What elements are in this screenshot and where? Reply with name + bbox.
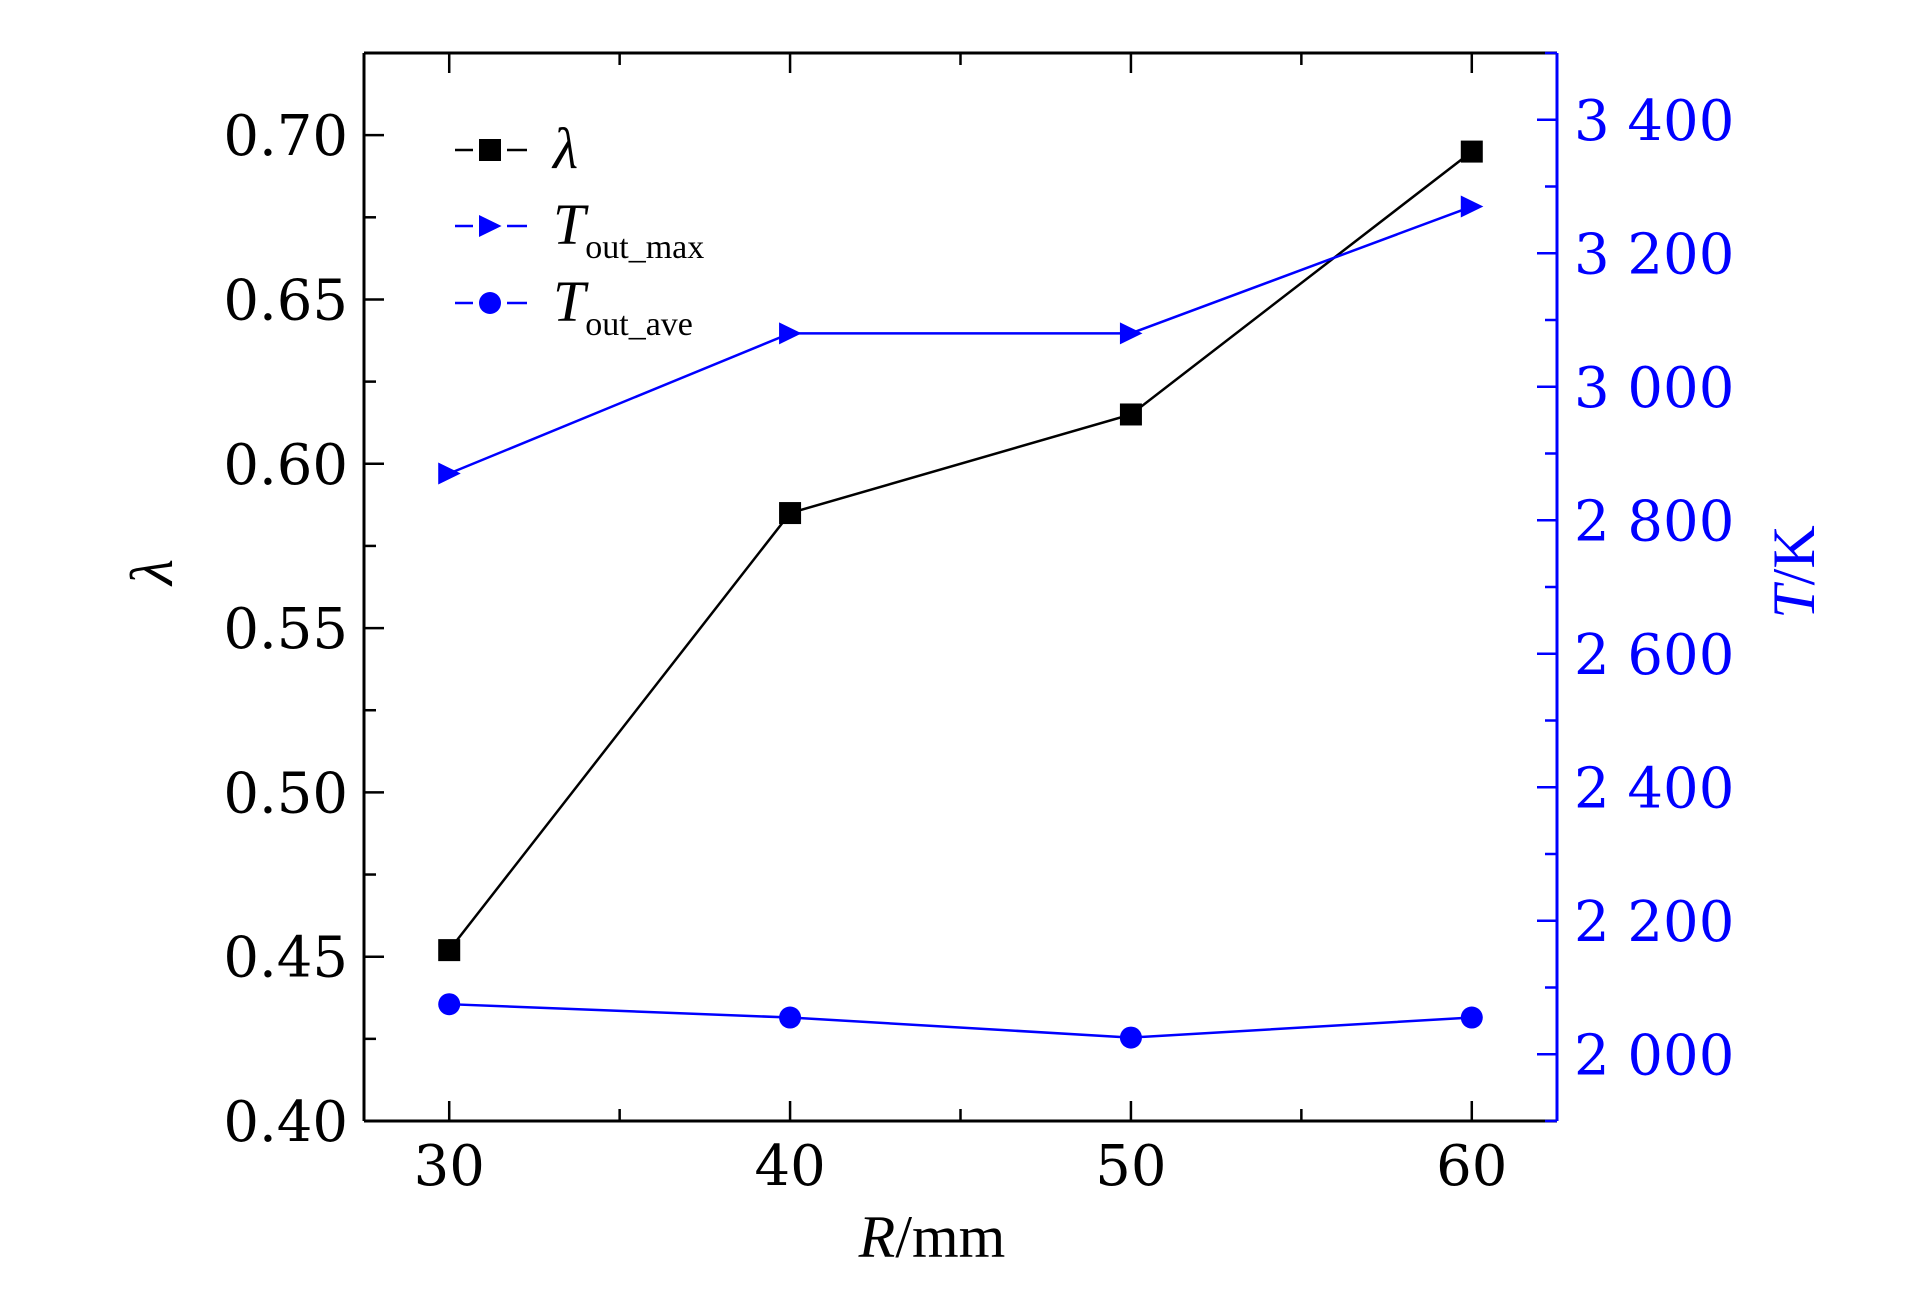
data-point-marker [779,1006,802,1029]
left-y-tick-label: 0.50 [223,761,348,826]
data-point-marker [1460,195,1484,218]
legend-label: Tout_max [553,192,704,266]
right-y-tick-label: 3 200 [1574,222,1734,287]
data-point-marker [438,939,461,962]
left-y-tick-label: 0.60 [223,433,348,498]
x-tick-label: 30 [414,1134,485,1199]
x-tick-label: 60 [1436,1134,1507,1199]
legend-label-subscript: out_max [585,229,704,266]
series-line [449,1002,1472,1039]
x-axis-title-unit: /mm [895,1204,1005,1270]
legend-label-main: λ [551,116,578,181]
left-y-axis: 0.40 0.45 0.50 0.55 0.60 0.65 0.70 [223,51,384,1155]
legend-marker [479,139,501,161]
legend-marker [479,215,502,237]
left-y-tick-label: 0.55 [223,597,348,662]
legend-label: Tout_ave [553,269,693,343]
right-y-axis-title-unit: /K [1761,525,1827,585]
series-layer [438,140,1484,1049]
left-y-tick-label: 0.40 [223,1090,348,1155]
left-y-tick-label: 0.70 [223,104,348,169]
x-axis-title-main: R [858,1204,896,1270]
x-tick-label: 50 [1095,1134,1166,1199]
x-axis: 30 40 50 60 [414,53,1507,1199]
right-y-axis-title: T/K [1761,525,1827,618]
legend-label-main: T [553,192,589,257]
legend-label: λ [551,116,578,181]
right-y-tick-label: 2 000 [1574,1023,1734,1088]
data-point-marker [779,322,802,345]
data-point-marker [1119,403,1142,426]
left-y-tick-label: 0.65 [223,268,348,333]
right-y-axis-title-main: T [1761,582,1827,619]
data-point-marker [1119,322,1143,345]
data-point-marker [438,993,461,1016]
x-tick-label: 40 [754,1134,825,1199]
data-point-marker [1460,140,1483,163]
legend-label-main: T [553,269,589,334]
legend-label-subscript: out_ave [585,306,693,343]
right-y-tick-label: 2 200 [1574,890,1734,955]
right-y-tick-label: 2 800 [1574,489,1734,554]
legend-marker [479,292,501,314]
right-y-axis: 2 000 2 200 2 400 2 600 2 800 3 000 3 200 3 400 [1537,51,1734,1123]
right-y-tick-label: 2 600 [1574,623,1734,688]
data-point-marker [1119,1026,1142,1049]
left-y-axis-title: λ [119,559,185,587]
data-point-marker [1460,1006,1483,1029]
series-line [448,150,1473,951]
right-y-tick-label: 3 000 [1574,356,1734,421]
x-axis-title: R/mm [858,1204,1006,1270]
series-line [448,205,1473,475]
right-y-tick-label: 3 400 [1574,89,1734,154]
data-point-marker [438,462,461,485]
right-y-tick-label: 2 400 [1574,756,1734,821]
data-point-marker [779,502,802,525]
plot-frame [362,51,1559,1123]
left-y-tick-label: 0.45 [223,926,348,991]
